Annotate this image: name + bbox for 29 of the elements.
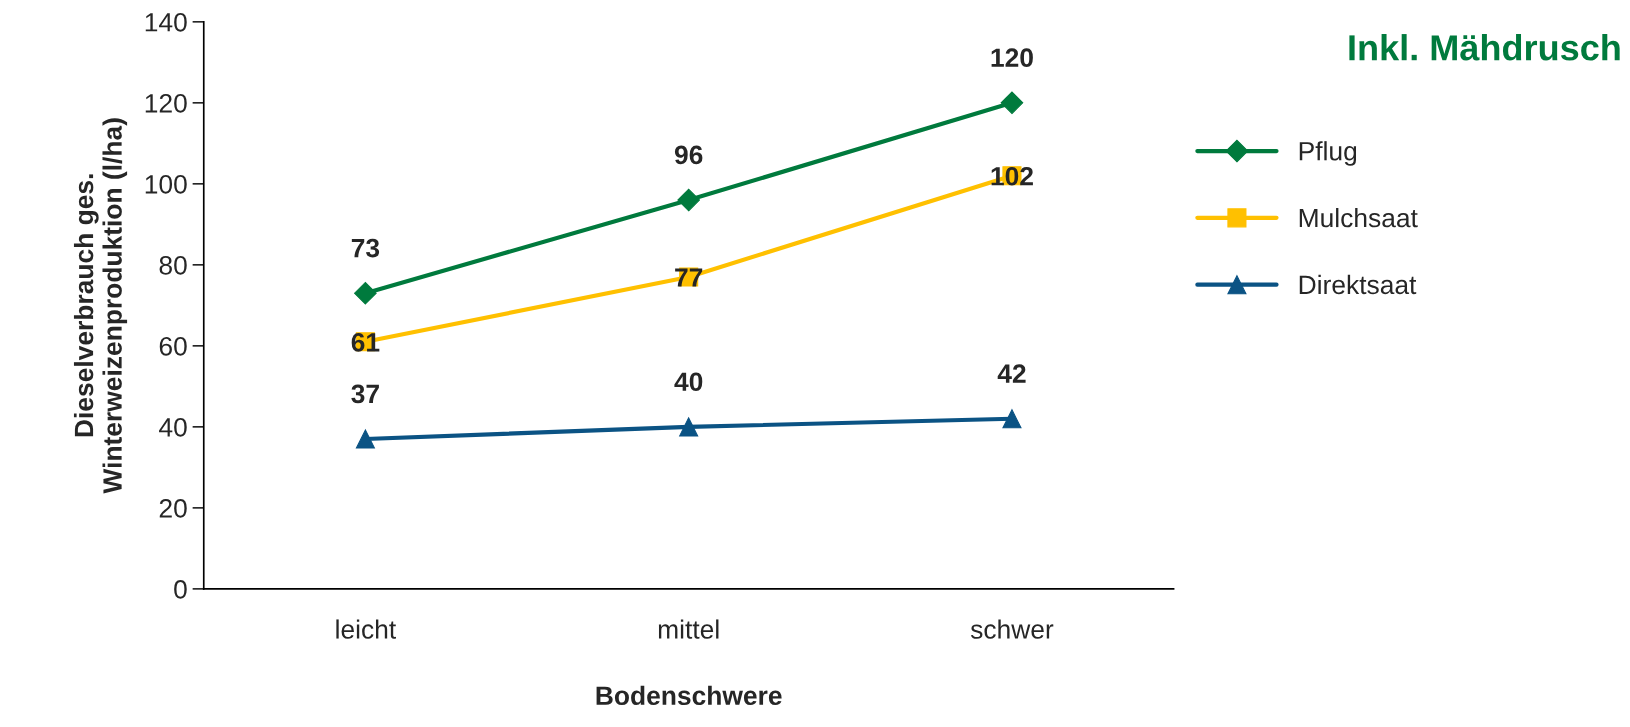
y-tick-label: 40 (159, 417, 187, 437)
y-tick-label: 80 (159, 255, 187, 275)
data-label: 96 (674, 145, 703, 165)
x-tick-label: leicht (336, 619, 396, 639)
data-label: 37 (351, 384, 379, 404)
legend-label: Mulchsaat (1299, 207, 1418, 228)
text: Inkl. Mähdrusch (1349, 34, 1620, 61)
data-label: 42 (997, 364, 1026, 383)
point (679, 417, 699, 437)
point (677, 188, 700, 212)
data-label: 120 (991, 48, 1033, 68)
y-tick-label: 100 (145, 174, 187, 194)
data-label: 73 (351, 238, 380, 258)
x-tick-label: mittel (658, 619, 719, 639)
y-tick-label: 0 (174, 580, 187, 599)
legend-label: Direktsaat (1299, 274, 1417, 295)
y-tick-label: 60 (159, 336, 187, 356)
x-tick-label: schwer (970, 619, 1054, 639)
y-axis-title: Dieselverbrauch ges. Winterweizenproduktion (l/ha) (73, 118, 128, 494)
legend-label: Pflug (1299, 141, 1357, 166)
y-tick-label: 140 (145, 12, 187, 32)
point (355, 429, 375, 449)
x-axis-title: Bodenschwere (596, 685, 782, 706)
data-label: 40 (674, 372, 703, 392)
point (354, 281, 377, 305)
y-tick-label: 20 (159, 499, 187, 518)
point (1002, 409, 1022, 429)
point (1000, 91, 1024, 115)
y-tick-label: 120 (145, 93, 187, 113)
